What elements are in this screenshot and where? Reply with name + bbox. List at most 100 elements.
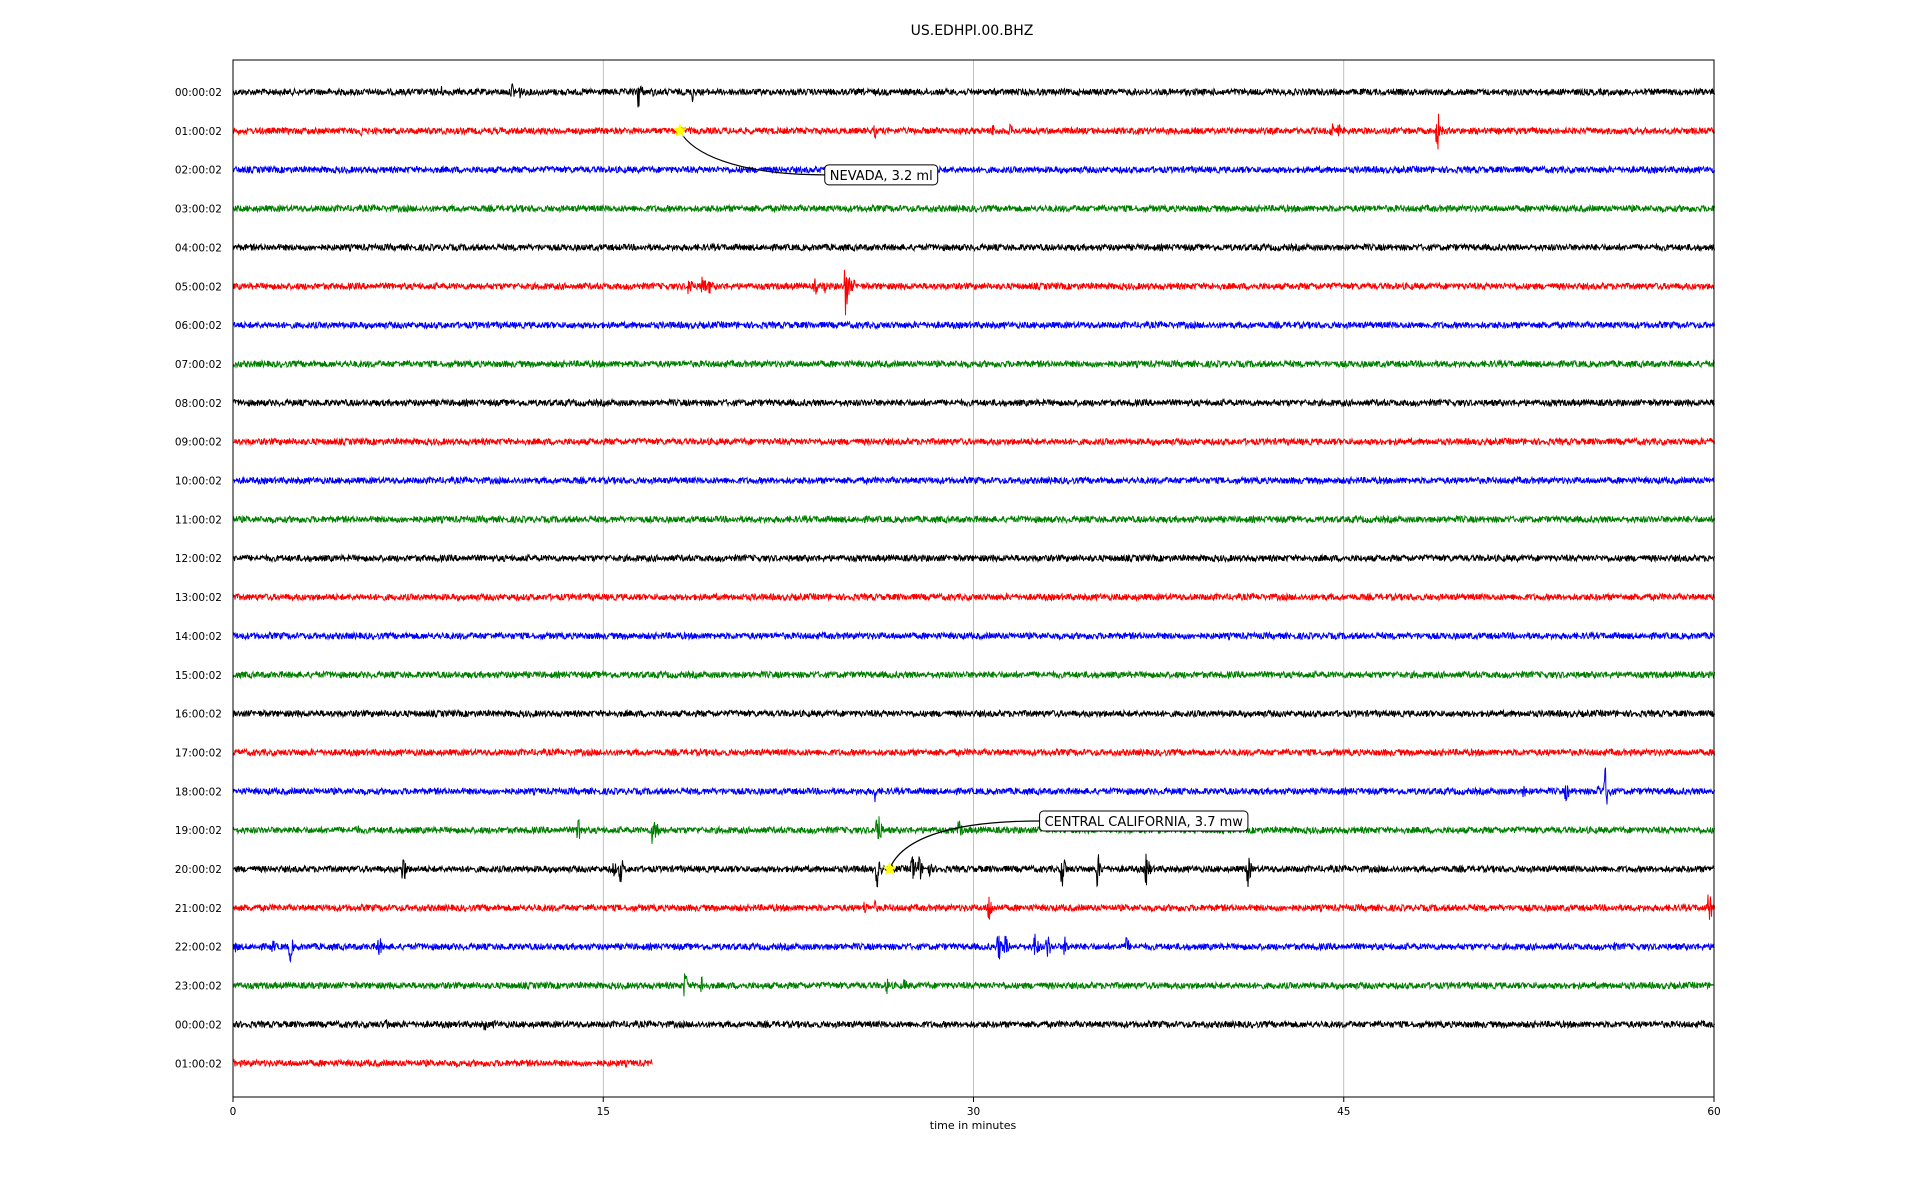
trace [232, 514, 1715, 525]
trace [232, 358, 1715, 370]
chart-title: US.EDHPI.00.BHZ [911, 23, 1034, 39]
trace-line [232, 816, 1715, 844]
trace-time-label: 14:00:02 [175, 631, 222, 643]
trace [232, 320, 1715, 331]
annotation-label: NEVADA, 3.2 ml [830, 169, 933, 184]
trace-line [232, 1058, 653, 1069]
trace-time-label: 20:00:02 [175, 864, 222, 876]
trace-line [232, 436, 1715, 447]
trace-line [232, 164, 1715, 175]
trace [232, 933, 1715, 963]
trace-time-label: 17:00:02 [175, 747, 222, 759]
trace-time-label: 06:00:02 [175, 320, 222, 332]
annotation-label: CENTRAL CALIFORNIA, 3.7 mw [1045, 815, 1244, 830]
trace-time-label: 01:00:02 [175, 1058, 222, 1070]
grid-lines [602, 60, 1345, 1097]
trace-line [232, 242, 1715, 253]
trace-line [232, 475, 1715, 486]
trace-line [232, 894, 1715, 920]
x-axis: 0 15 30 45 60 [230, 1097, 1721, 1118]
trace [232, 242, 1715, 253]
trace-line [232, 853, 1715, 888]
trace-time-label: 04:00:02 [175, 242, 222, 254]
trace [232, 436, 1715, 447]
annotation-connector [889, 820, 1040, 870]
trace [232, 475, 1715, 486]
trace-time-label: 07:00:02 [175, 359, 222, 371]
trace-line [232, 933, 1715, 963]
annotation-box [1039, 810, 1249, 832]
trace [232, 669, 1715, 680]
trace [232, 894, 1715, 920]
x-tick-label: 15 [597, 1106, 610, 1118]
x-tick-label: 60 [1707, 1106, 1720, 1118]
trace-line [232, 669, 1715, 680]
trace-line [232, 397, 1715, 408]
traces: 00:00:02 01:00:02 02:00:02 03:00:02 04:00:02… [175, 83, 1715, 1070]
trace [232, 83, 1715, 108]
annotation-connector [679, 130, 825, 176]
trace [232, 973, 1715, 997]
trace-line [232, 269, 1715, 316]
event-annotations: NEVADA, 3.2 ml CENTRAL CALIFORNIA, 3.7 mw [672, 123, 1249, 876]
event-annotation: CENTRAL CALIFORNIA, 3.7 mw [882, 810, 1249, 876]
trace-time-label: 02:00:02 [175, 165, 222, 177]
event-annotation: NEVADA, 3.2 ml [672, 123, 939, 186]
trace-line [232, 767, 1715, 805]
trace-time-label: 09:00:02 [175, 437, 222, 449]
trace [232, 630, 1715, 642]
trace [232, 164, 1715, 175]
trace-time-label: 08:00:02 [175, 398, 222, 410]
event-star-marker [882, 861, 897, 876]
trace [232, 816, 1715, 844]
trace-time-label: 00:00:02 [175, 87, 222, 99]
trace-line [232, 83, 1715, 108]
trace-line [232, 708, 1715, 719]
trace-time-label: 00:00:02 [175, 1019, 222, 1031]
trace-time-label: 21:00:02 [175, 903, 222, 915]
trace-time-label: 23:00:02 [175, 981, 222, 993]
trace-time-label: 15:00:02 [175, 670, 222, 682]
trace-time-label: 13:00:02 [175, 592, 222, 604]
trace [232, 203, 1715, 214]
trace-time-label: 11:00:02 [175, 514, 222, 526]
trace-line [232, 203, 1715, 214]
trace-line [232, 113, 1715, 150]
x-axis-label: time in minutes [930, 1119, 1017, 1132]
x-tick-label: 30 [967, 1106, 980, 1118]
trace [232, 853, 1715, 888]
x-tick-label: 0 [230, 1106, 237, 1118]
trace [232, 708, 1715, 719]
trace-time-label: 03:00:02 [175, 204, 222, 216]
trace-time-label: 16:00:02 [175, 709, 222, 721]
trace-line [232, 358, 1715, 370]
event-star-marker [672, 123, 688, 138]
trace [232, 553, 1715, 564]
trace [232, 1058, 653, 1069]
trace [232, 113, 1715, 150]
trace [232, 397, 1715, 408]
trace-time-label: 10:00:02 [175, 476, 222, 488]
trace-time-label: 05:00:02 [175, 281, 222, 293]
trace-line [232, 630, 1715, 642]
trace-time-label: 19:00:02 [175, 825, 222, 837]
x-tick-label: 45 [1337, 1106, 1350, 1118]
trace [232, 269, 1715, 316]
trace-line [232, 320, 1715, 331]
trace-time-label: 22:00:02 [175, 942, 222, 954]
trace-line [232, 514, 1715, 525]
trace-time-label: 18:00:02 [175, 786, 222, 798]
trace [232, 591, 1715, 603]
trace-line [232, 747, 1715, 758]
trace-line [232, 973, 1715, 997]
annotation-box [824, 164, 939, 186]
trace [232, 1019, 1715, 1031]
trace-time-label: 01:00:02 [175, 126, 222, 138]
trace-line [232, 553, 1715, 564]
trace [232, 767, 1715, 805]
trace [232, 747, 1715, 758]
trace-time-label: 12:00:02 [175, 553, 222, 565]
trace-line [232, 591, 1715, 603]
trace-line [232, 1019, 1715, 1031]
